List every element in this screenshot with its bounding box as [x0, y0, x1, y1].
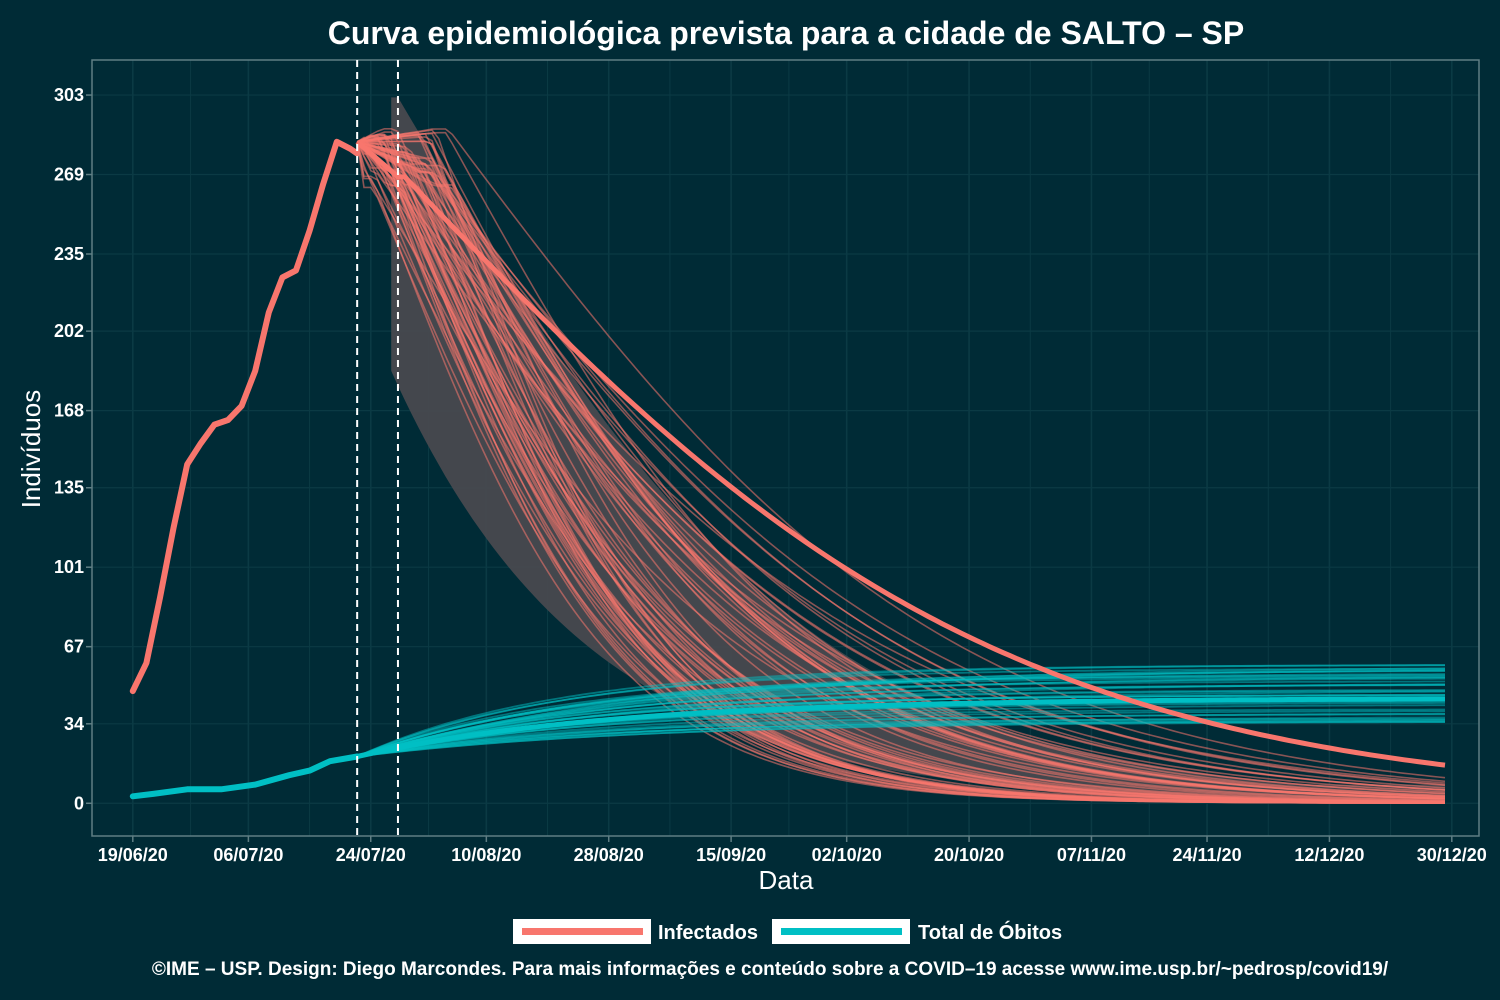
- legend: Infectados Total de Óbitos: [513, 919, 1062, 944]
- x-tick-label: 12/12/20: [1294, 845, 1364, 865]
- x-tick-label: 24/07/20: [336, 845, 406, 865]
- obitos-simulation-line: [356, 669, 1446, 758]
- x-tick-label: 06/07/20: [213, 845, 283, 865]
- chart-title: Curva epidemiológica prevista para a cid…: [328, 15, 1244, 51]
- x-tick-label: 15/09/20: [696, 845, 766, 865]
- y-tick-label: 269: [54, 165, 84, 185]
- infectados-simulation-line: [357, 141, 1446, 801]
- y-tick-label: 303: [54, 85, 84, 105]
- infectados-simulation-line: [356, 141, 1446, 783]
- infectados-median-line: [355, 139, 1446, 768]
- x-tick-label: 20/10/20: [934, 845, 1004, 865]
- obitos-simulation-line: [357, 710, 1446, 758]
- infectados-simulation-line: [356, 134, 1446, 803]
- infectados-observed-line: [129, 138, 361, 695]
- y-tick-label: 202: [54, 321, 84, 341]
- y-axis-title: Indivíduos: [16, 390, 46, 509]
- y-tick-label: 135: [54, 478, 84, 498]
- y-tick-label: 235: [54, 244, 84, 264]
- plot-area: 19/06/20 06/07/20 24/07/20 10/08/20 28/08/20…: [54, 59, 1487, 865]
- infectados-simulation-line: [356, 141, 1446, 784]
- legend-label-infectados: Infectados: [658, 922, 758, 944]
- x-tick-label: 28/08/20: [574, 845, 644, 865]
- infectados-simulation-line: [357, 141, 1445, 804]
- obitos-simulation-line: [356, 684, 1445, 758]
- infectados-simulation-line: [357, 135, 1446, 802]
- legend-label-obitos: Total de Óbitos: [918, 920, 1062, 944]
- y-tick-label: 34: [64, 714, 84, 734]
- obitos-simulation-line: [357, 713, 1445, 758]
- plot-frame: [91, 59, 1480, 837]
- x-tick-label: 02/10/20: [812, 845, 882, 865]
- y-tick-label: 67: [64, 637, 84, 657]
- y-tick-label: 0: [74, 793, 84, 813]
- x-tick-label: 07/11/20: [1057, 845, 1126, 865]
- obitos-observed-line: [129, 753, 361, 800]
- obitos-simulation-line: [357, 719, 1445, 758]
- obitos-simulation-line: [356, 667, 1445, 758]
- infectados-simulation-line: [356, 141, 1445, 803]
- obitos-median-line: [356, 696, 1445, 759]
- caption: ©IME – USP. Design: Diego Marcondes. Par…: [152, 959, 1389, 980]
- infectados-simulation-line: [356, 141, 1446, 802]
- infectados-simulation-line: [357, 128, 1446, 779]
- y-tick-label: 101: [54, 557, 84, 577]
- obitos-simulation-line: [356, 689, 1445, 758]
- x-tick-label: 30/12/20: [1417, 845, 1487, 865]
- x-axis-title: Data: [759, 865, 814, 895]
- infectados-simulation-line: [356, 141, 1446, 800]
- x-tick-label: 10/08/20: [451, 845, 521, 865]
- x-tick-label: 24/11/20: [1173, 845, 1242, 865]
- y-tick-label: 168: [54, 401, 84, 421]
- infectados-simulation-line: [356, 141, 1446, 802]
- x-tick-label: 19/06/20: [98, 845, 168, 865]
